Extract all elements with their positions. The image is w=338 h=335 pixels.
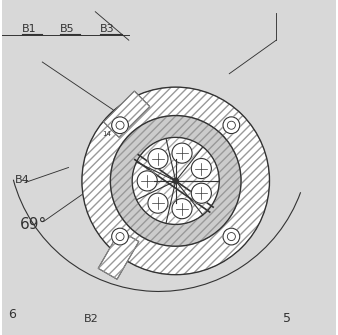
Circle shape: [137, 171, 157, 191]
Text: B2: B2: [83, 314, 98, 324]
Circle shape: [148, 193, 168, 213]
Circle shape: [223, 117, 240, 134]
Text: B5: B5: [60, 24, 75, 34]
Circle shape: [173, 178, 178, 184]
Bar: [98, 230, 139, 279]
Circle shape: [223, 228, 240, 245]
Bar: [98, 230, 139, 279]
Text: 6: 6: [8, 308, 16, 321]
Text: B3: B3: [100, 24, 115, 34]
Text: 14: 14: [102, 131, 111, 137]
Circle shape: [191, 183, 211, 203]
Circle shape: [148, 149, 168, 169]
Text: 5: 5: [283, 312, 291, 325]
Circle shape: [132, 137, 219, 224]
Circle shape: [172, 143, 192, 163]
Circle shape: [112, 117, 128, 134]
Bar: [103, 91, 150, 137]
Text: B1: B1: [22, 24, 36, 34]
Text: 69°: 69°: [20, 217, 47, 232]
Bar: [103, 91, 150, 137]
Circle shape: [111, 116, 241, 246]
Circle shape: [112, 228, 128, 245]
Circle shape: [172, 199, 192, 219]
Text: B4: B4: [15, 175, 30, 185]
Circle shape: [191, 158, 211, 179]
Circle shape: [82, 87, 269, 275]
